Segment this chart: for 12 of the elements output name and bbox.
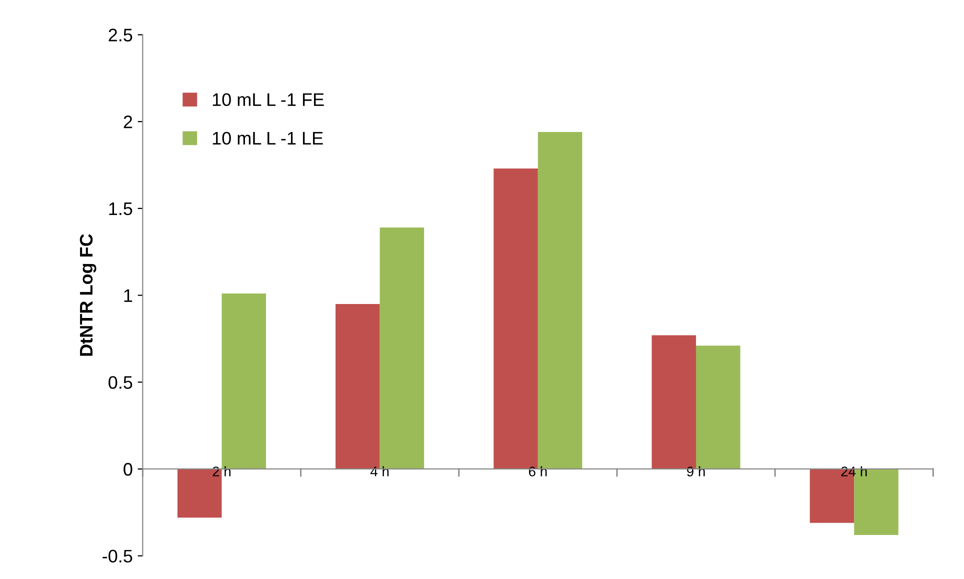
- y-tick-label: 0.5: [108, 376, 132, 389]
- bar: [177, 468, 222, 518]
- y-tick-label: 1.5: [109, 202, 132, 216]
- legend-label: 10 mL L -1 FE: [212, 93, 324, 106]
- y-axis-title: DtNTR Log FC: [80, 234, 96, 356]
- y-tick-label: 2: [124, 116, 132, 128]
- bar: [810, 468, 854, 523]
- y-tick-label: -0.5: [102, 550, 132, 563]
- y-tick-label: 2.5: [108, 28, 132, 42]
- legend-label: 10 mL L -1 LE: [212, 132, 323, 145]
- y-tick-label: 0: [124, 462, 132, 476]
- y-tick-label: 1: [124, 289, 132, 302]
